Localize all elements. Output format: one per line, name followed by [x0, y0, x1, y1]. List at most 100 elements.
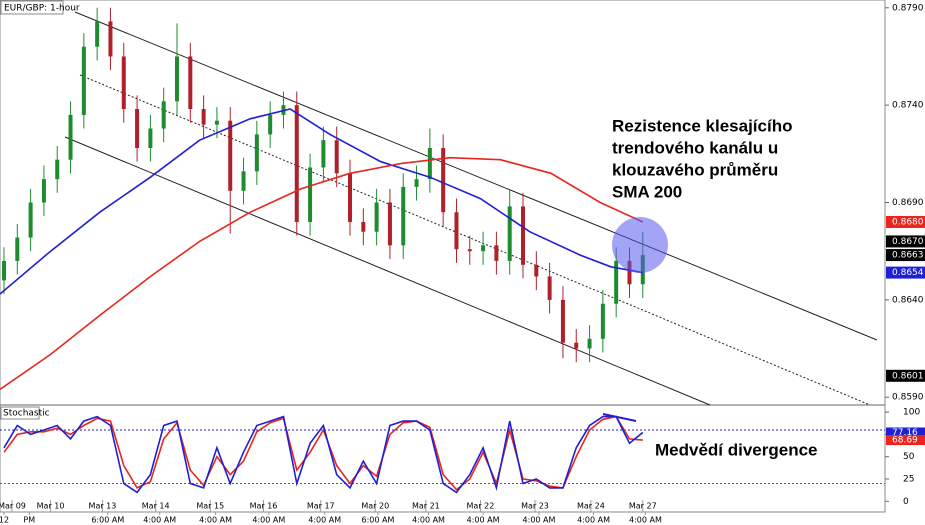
x-tick-label: Mar 27 — [629, 502, 657, 511]
candle-body — [68, 114, 73, 160]
x-tick-label: 4:00 AM — [412, 516, 445, 525]
annotation-line: trendového kanálu u — [612, 138, 778, 157]
candle-body — [441, 147, 446, 213]
title-box — [0, 0, 64, 15]
candle-body — [41, 179, 46, 203]
stoch-value-label: 68.69 — [892, 436, 918, 446]
price-label-box — [886, 235, 925, 248]
y-tick-label: 0 — [903, 497, 909, 507]
candle-body — [414, 179, 419, 187]
candle-body — [387, 202, 392, 246]
y-tick-label: 0.8740 — [892, 101, 924, 111]
candle-body — [81, 46, 86, 115]
y-tick-label: 100 — [903, 408, 920, 418]
x-tick-label: 4:00 AM — [629, 516, 662, 525]
y-tick-label: 0.8690 — [892, 198, 924, 208]
candle-body — [574, 342, 579, 349]
candle-body — [161, 101, 166, 129]
price-label-box — [886, 266, 925, 279]
stoch-title: Stochastic — [3, 409, 50, 419]
candle-body — [467, 249, 472, 252]
price-label-box — [886, 369, 925, 382]
stoch-value-label: 77.16 — [892, 428, 918, 438]
candle-body — [334, 140, 339, 174]
candle-body — [547, 276, 552, 300]
candle-body — [374, 202, 379, 232]
annotation-line: klouzavého průměru — [612, 160, 778, 179]
price-label: 0.8654 — [892, 268, 924, 278]
candle-body — [401, 186, 406, 246]
stoch-value-box — [886, 435, 925, 446]
candle-body — [534, 264, 539, 277]
x-tick-label: Mar 09 — [0, 502, 26, 511]
stoch-title-box — [0, 406, 40, 420]
candle-body — [361, 221, 366, 232]
candle-body — [188, 56, 193, 110]
sma-line — [0, 108, 643, 295]
x-tick-label: Mar 22 — [467, 502, 495, 511]
candle-body — [427, 147, 432, 180]
candle-body — [108, 21, 113, 57]
x-tick-label: Mar 13 — [89, 502, 117, 511]
y-tick-label: 0.8640 — [892, 295, 924, 305]
candle-body — [454, 212, 459, 250]
price-label: 0.8680 — [892, 217, 924, 227]
x-tick-label: Mar 23 — [521, 502, 549, 511]
x-tick-label: Mar 10 — [37, 502, 65, 511]
x-tick-label: Mar 24 — [577, 502, 605, 511]
sma-line — [0, 156, 644, 391]
x-tick-label: 4:00 AM — [577, 516, 610, 525]
x-tick-label: 4:00 AM — [308, 516, 341, 525]
candle-body — [321, 140, 326, 168]
candle-body — [121, 56, 126, 110]
price-label: 0.8670 — [892, 237, 924, 247]
x-tick-label: Mar 21 — [412, 502, 440, 511]
candle-body — [201, 109, 206, 125]
x-tick-label: 6:00 AM — [362, 516, 395, 525]
x-tick-label: 4:00 AM — [252, 516, 285, 525]
candle-body — [254, 134, 259, 172]
candle-body — [175, 56, 179, 102]
x-tick-label: Mar 14 — [142, 502, 170, 511]
price-label: 0.8663 — [892, 251, 924, 261]
price-label: 0.8601 — [892, 371, 924, 381]
candle-body — [560, 299, 565, 343]
x-tick-label: 6:00 AM — [91, 516, 124, 525]
price-label-box — [886, 249, 925, 262]
stoch-line — [3, 415, 643, 491]
divergence-line — [602, 413, 637, 422]
y-tick-label: 25 — [903, 475, 914, 485]
candle-body — [294, 105, 299, 222]
candle-body — [28, 202, 33, 238]
x-tick-label: 12 — [0, 516, 9, 525]
candle-body — [348, 173, 353, 222]
candle-body — [308, 167, 313, 222]
candle-body — [1, 260, 6, 281]
channel-upper — [74, 11, 878, 341]
x-tick-label: PM — [23, 516, 35, 525]
candle-body — [95, 21, 100, 47]
candle-body — [481, 245, 486, 252]
y-tick-label: 50 — [903, 452, 915, 462]
candle-body — [228, 120, 233, 191]
x-tick-label: Mar 15 — [196, 502, 224, 511]
candle-body — [241, 171, 246, 191]
x-tick-label: 4:00 AM — [143, 516, 176, 525]
candle-body — [214, 120, 219, 125]
annotation-line: Rezistence klesajícího — [612, 116, 792, 135]
stoch-annotation: Medvědí divergence — [655, 440, 818, 459]
candle-body — [135, 109, 140, 148]
channel-lower — [64, 136, 711, 406]
candle-body — [15, 237, 20, 261]
y-tick-label: 0.8790 — [892, 3, 924, 13]
chart-title: EUR/GBP: 1-hour — [4, 4, 80, 14]
candle-body — [148, 128, 153, 148]
stoch-value-box — [886, 427, 925, 438]
price-label-box — [886, 215, 925, 228]
x-tick-label: 4:00 AM — [199, 516, 232, 525]
y-tick-label: 0.8590 — [892, 393, 924, 403]
x-tick-label: Mar 17 — [307, 502, 335, 511]
candle-body — [587, 338, 592, 349]
candle-body — [614, 260, 619, 304]
